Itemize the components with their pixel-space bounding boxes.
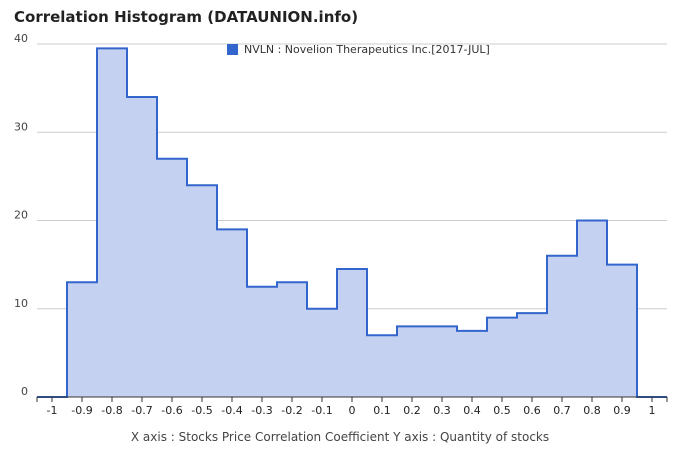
x-tick-label: -0.1 — [311, 404, 332, 417]
x-tick-label: 0.8 — [583, 404, 601, 417]
x-tick-label: -1 — [47, 404, 58, 417]
x-tick-label: 0.3 — [433, 404, 451, 417]
legend: NVLN : Novelion Therapeutics Inc.[2017-J… — [227, 43, 490, 56]
x-tick-label: -0.4 — [221, 404, 242, 417]
legend-swatch — [227, 44, 238, 55]
axis-caption: X axis : Stocks Price Correlation Coeffi… — [130, 430, 550, 444]
x-tick-label: 0.4 — [463, 404, 481, 417]
legend-label: NVLN : Novelion Therapeutics Inc.[2017-J… — [244, 43, 490, 56]
x-tick-label: -0.7 — [131, 404, 152, 417]
x-tick-label: 1 — [649, 404, 656, 417]
x-tick-label: -0.6 — [161, 404, 182, 417]
chart-title: Correlation Histogram (DATAUNION.info) — [14, 8, 359, 26]
y-tick-label: 0 — [21, 385, 28, 398]
x-tick-label: 0.2 — [403, 404, 421, 417]
x-tick-label: 0.6 — [523, 404, 541, 417]
y-tick-label: 10 — [14, 297, 28, 310]
histogram-area — [37, 47, 667, 398]
y-tick-label: 20 — [14, 209, 28, 222]
x-tick-label: 0.5 — [493, 404, 511, 417]
x-tick-label: 0.1 — [373, 404, 391, 417]
x-tick-label: -0.9 — [71, 404, 92, 417]
y-tick-label: 30 — [14, 120, 28, 133]
x-tick-label: -0.8 — [101, 404, 122, 417]
x-tick-label: 0.7 — [553, 404, 571, 417]
series-line — [37, 47, 667, 398]
series-area — [37, 48, 667, 397]
x-tick-label: -0.3 — [251, 404, 272, 417]
y-tick-label: 40 — [14, 32, 28, 45]
x-tick-label: -0.2 — [281, 404, 302, 417]
x-tick-label: -0.5 — [191, 404, 212, 417]
x-tick-label: 0.9 — [613, 404, 631, 417]
x-tick-label: 0 — [349, 404, 356, 417]
